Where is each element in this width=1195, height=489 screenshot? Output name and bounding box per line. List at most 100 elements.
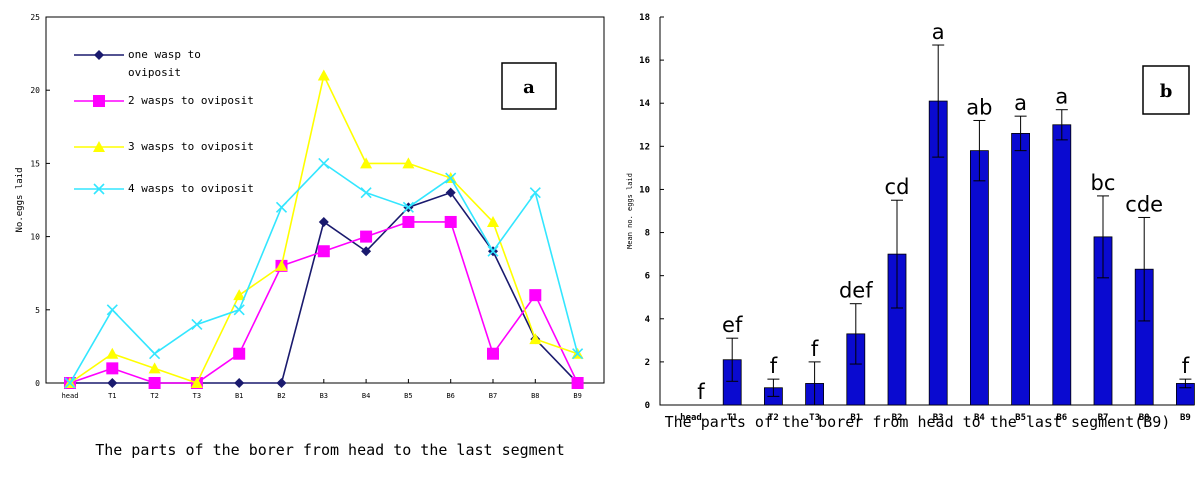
significance-letter: f [811, 337, 819, 361]
data-point [530, 188, 540, 198]
bar-group [929, 45, 947, 405]
y-tick-label: 20 [30, 86, 40, 95]
data-point [318, 245, 330, 257]
x-tick-label: T1 [108, 392, 116, 400]
series-1 [65, 188, 583, 388]
y-tick-label: 10 [639, 185, 650, 195]
legend-label: oviposit [128, 66, 181, 79]
legend-item: 3 wasps to oviposit [74, 140, 254, 153]
y-tick-label: 0 [35, 379, 40, 388]
chart-b-xlabel: The parts of the borer from head to the … [640, 411, 1195, 433]
data-point [529, 289, 541, 301]
data-point [107, 378, 117, 388]
y-tick-label: 14 [639, 99, 650, 109]
data-point [106, 348, 118, 359]
series-line [70, 163, 578, 383]
data-point [572, 377, 584, 389]
bar-group [847, 304, 865, 405]
data-point [277, 378, 287, 388]
chart-b: 0 2 4 6 8 10 12 14 16 18 Mean no. eggs laid f ef f f de… [620, 0, 1195, 425]
bar-group [1176, 379, 1194, 405]
x-tick-label: head [62, 392, 79, 400]
data-point [319, 217, 329, 227]
axes [660, 17, 1194, 405]
series-2 [64, 216, 584, 389]
significance-letter: a [932, 20, 945, 44]
bar-group [1094, 196, 1112, 405]
significance-letter: ef [722, 313, 743, 337]
x-tick-label: B7 [489, 392, 497, 400]
bar [970, 151, 988, 405]
x-tick-label: B8 [531, 392, 539, 400]
x-tick-label: T3 [193, 392, 201, 400]
data-point [234, 305, 244, 315]
x-tick-label: B2 [277, 392, 285, 400]
y-tick-label: 12 [639, 142, 650, 152]
bar-group [970, 120, 988, 405]
legend: one wasp to oviposit 2 wasps to oviposit 3 … [74, 48, 254, 195]
data-point [94, 50, 104, 60]
x-tick-label: B9 [573, 392, 581, 400]
data-point [233, 348, 245, 360]
y-tick-label: 4 [645, 315, 651, 325]
significance-letter: def [839, 279, 873, 303]
data-point [150, 349, 160, 359]
bar-group [723, 338, 741, 405]
data-point [319, 158, 329, 168]
data-point [277, 202, 287, 212]
legend-label: 4 wasps to oviposit [128, 182, 254, 195]
x-tick-label: B6 [446, 392, 454, 400]
bar-group [1053, 110, 1071, 405]
significance-letter: bc [1091, 171, 1116, 195]
bar-group [1012, 116, 1030, 405]
chart-a: 0510152025head T1 T2 T3 B1 B2 B3 B4 B5 B6 B7 B8 B9No… [0, 0, 620, 440]
panel-label: b [1160, 81, 1173, 102]
legend-label: 2 wasps to oviposit [128, 94, 254, 107]
significance-letter: a [1014, 91, 1027, 115]
y-tick-label: 16 [639, 56, 650, 66]
y-tick-label: 15 [30, 159, 40, 168]
x-tick-label: B3 [320, 392, 328, 400]
significance-letter: cd [885, 175, 910, 199]
y-tick-label: 2 [645, 358, 650, 368]
data-point [318, 70, 330, 81]
significance-letter: cde [1125, 192, 1163, 216]
significance-letter: f [697, 380, 705, 404]
significance-letter: f [770, 354, 778, 378]
bar [1053, 125, 1071, 405]
data-point [360, 231, 372, 243]
legend-label: 3 wasps to oviposit [128, 140, 254, 153]
y-tick-label: 25 [30, 13, 40, 22]
y-axis-label: No.eggs laid [15, 167, 25, 232]
data-point [149, 362, 161, 373]
significance-letter: ab [966, 95, 992, 119]
legend-item: 4 wasps to oviposit [74, 182, 254, 195]
panel-label: a [523, 77, 535, 98]
data-point [234, 378, 244, 388]
chart-a-xlabel: The parts of the borer from head to the … [40, 439, 620, 461]
data-point [149, 377, 161, 389]
data-point [93, 95, 105, 107]
data-point [402, 216, 414, 228]
significance-letter: a [1055, 85, 1068, 109]
data-point [107, 305, 117, 315]
bar-group [764, 379, 782, 405]
legend-label: one wasp to [128, 48, 201, 61]
legend-item: 2 wasps to oviposit [74, 94, 254, 107]
significance-letter: f [1182, 354, 1190, 378]
y-tick-label: 8 [645, 229, 650, 239]
bar-group [1135, 217, 1153, 405]
y-tick-label: 10 [30, 233, 40, 242]
y-tick-label: 6 [645, 272, 650, 282]
series-line [70, 76, 578, 383]
y-axis-label: Mean no. eggs laid [626, 173, 634, 249]
x-tick-label: T2 [150, 392, 158, 400]
y-tick-label: 0 [645, 401, 650, 411]
bar-group [888, 200, 906, 405]
x-tick-label: B5 [404, 392, 412, 400]
data-point [106, 362, 118, 374]
x-tick-label: B4 [362, 392, 370, 400]
data-point [445, 216, 457, 228]
x-tick-label: B1 [235, 392, 243, 400]
y-tick-label: 18 [639, 13, 650, 23]
